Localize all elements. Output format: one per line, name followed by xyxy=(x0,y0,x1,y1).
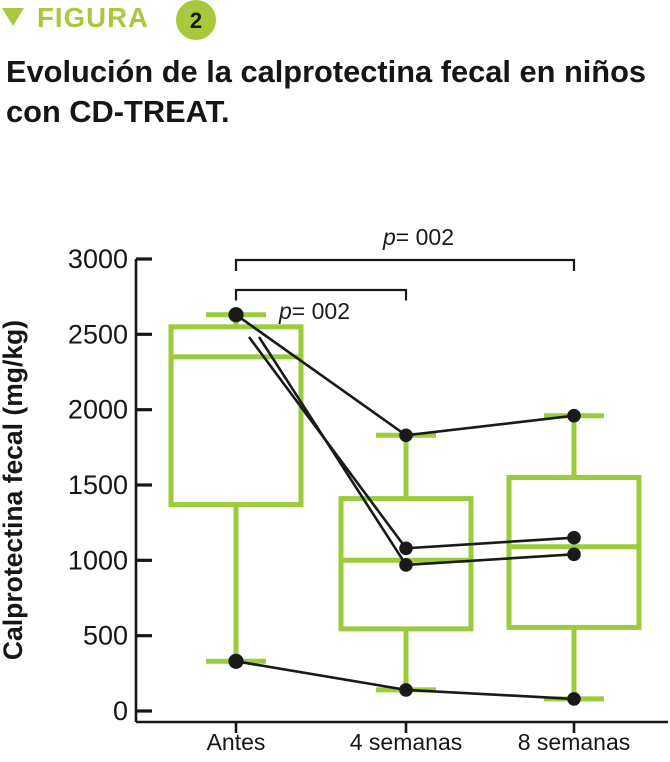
svg-text:2: 2 xyxy=(190,8,202,33)
svg-text:8 semanas: 8 semanas xyxy=(518,729,631,755)
svg-text:Evolución de la calprotectina: Evolución de la calprotectina fecal en n… xyxy=(6,54,646,89)
svg-text:p= 002: p= 002 xyxy=(278,298,350,324)
svg-text:3000: 3000 xyxy=(68,244,128,274)
svg-text:0: 0 xyxy=(113,696,128,726)
svg-text:2500: 2500 xyxy=(68,319,128,349)
svg-text:p= 002: p= 002 xyxy=(382,224,454,250)
svg-text:2000: 2000 xyxy=(68,395,128,425)
svg-text:FIGURA: FIGURA xyxy=(37,2,149,33)
svg-text:500: 500 xyxy=(83,621,128,651)
svg-text:Calprotectina fecal (mg/kg): Calprotectina fecal (mg/kg) xyxy=(0,320,28,660)
svg-text:4 semanas: 4 semanas xyxy=(350,729,463,755)
svg-text:1000: 1000 xyxy=(68,545,128,575)
svg-text:1500: 1500 xyxy=(68,470,128,500)
svg-text:Antes: Antes xyxy=(207,729,266,755)
svg-text:con CD-TREAT.: con CD-TREAT. xyxy=(6,94,230,129)
